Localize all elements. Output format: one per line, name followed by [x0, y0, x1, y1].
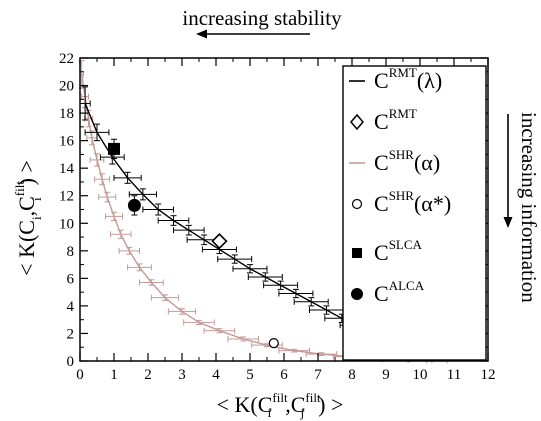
y-tick-label: 12 [59, 189, 74, 205]
x-tick-labels: 0 1 2 3 4 5 6 7 8 9 10 11 12 [76, 367, 495, 383]
legend-entry: CSLCA [352, 237, 423, 265]
annotation-right: increasing information [517, 112, 541, 303]
legend-entry: CSHR(α) [349, 147, 440, 175]
x-tick-label: 2 [144, 367, 152, 383]
legend: CRMT(λ) CRMT CSHR(α) CSHR(α*) CSLCA CALCA [342, 65, 487, 361]
x-tick-label: 10 [413, 367, 428, 383]
y-tick-label: 4 [67, 299, 75, 315]
x-tick-label: 4 [212, 367, 220, 383]
legend-circle-symbol [351, 198, 363, 210]
x-tick-label: 7 [314, 367, 322, 383]
x-tick-label: 5 [246, 367, 254, 383]
arrow-down-icon [503, 114, 513, 228]
y-tick-label: 10 [59, 216, 74, 232]
legend-label: CRMT [374, 106, 417, 134]
alca-circle-marker [127, 198, 141, 212]
x-tick-label: 8 [348, 367, 356, 383]
special-markers [108, 138, 279, 349]
legend-filled-circle-symbol [351, 288, 363, 300]
legend-label: CALCA [374, 278, 425, 306]
x-tick-label: 1 [110, 367, 118, 383]
x-tick-label: 6 [280, 367, 288, 383]
legend-square-symbol [352, 248, 362, 258]
x-tick-label: 12 [481, 367, 496, 383]
rmt-diamond-marker [211, 233, 228, 250]
legend-entry: CRMT [350, 106, 417, 134]
legend-diamond-symbol [350, 113, 364, 131]
y-tick-label: 6 [67, 271, 75, 287]
legend-label: CSHR(α) [374, 147, 440, 175]
arrow-left-icon [196, 29, 310, 39]
legend-label: CSLCA [374, 237, 423, 265]
legend-entry: CALCA [351, 278, 425, 306]
y-tick-label: 0 [67, 354, 75, 370]
legend-entry: CSHR(α*) [351, 188, 451, 216]
x-tick-label: 3 [178, 367, 186, 383]
y-tick-label: 16 [59, 134, 75, 150]
y-axis-title: < K(Ci,Cfilti) > [12, 160, 44, 276]
x-axis-title: < K(Cfilt i ,Cfilt j) > [217, 390, 344, 420]
x-tick-label: 0 [76, 367, 84, 383]
y-tick-labels: 0 2 4 6 8 10 12 14 16 18 20 22 [59, 51, 75, 370]
legend-label: CSHR(α*) [374, 188, 451, 216]
y-tick-label: 2 [67, 326, 75, 342]
y-tick-label: 18 [59, 106, 74, 122]
y-tick-label: 14 [59, 161, 75, 177]
legend-label: CRMT(λ) [374, 65, 442, 93]
x-tick-label: 11 [447, 367, 461, 383]
legend-entry: CRMT(λ) [349, 65, 442, 93]
y-tick-label: 8 [67, 244, 75, 260]
shr-star-circle-marker [268, 337, 279, 349]
x-tick-label: 9 [382, 367, 390, 383]
annotation-top: increasing stability [182, 6, 342, 30]
y-tick-label: 20 [59, 79, 74, 95]
legend-box [342, 65, 487, 361]
y-tick-label: 22 [59, 51, 74, 67]
slca-square-marker [108, 142, 120, 155]
